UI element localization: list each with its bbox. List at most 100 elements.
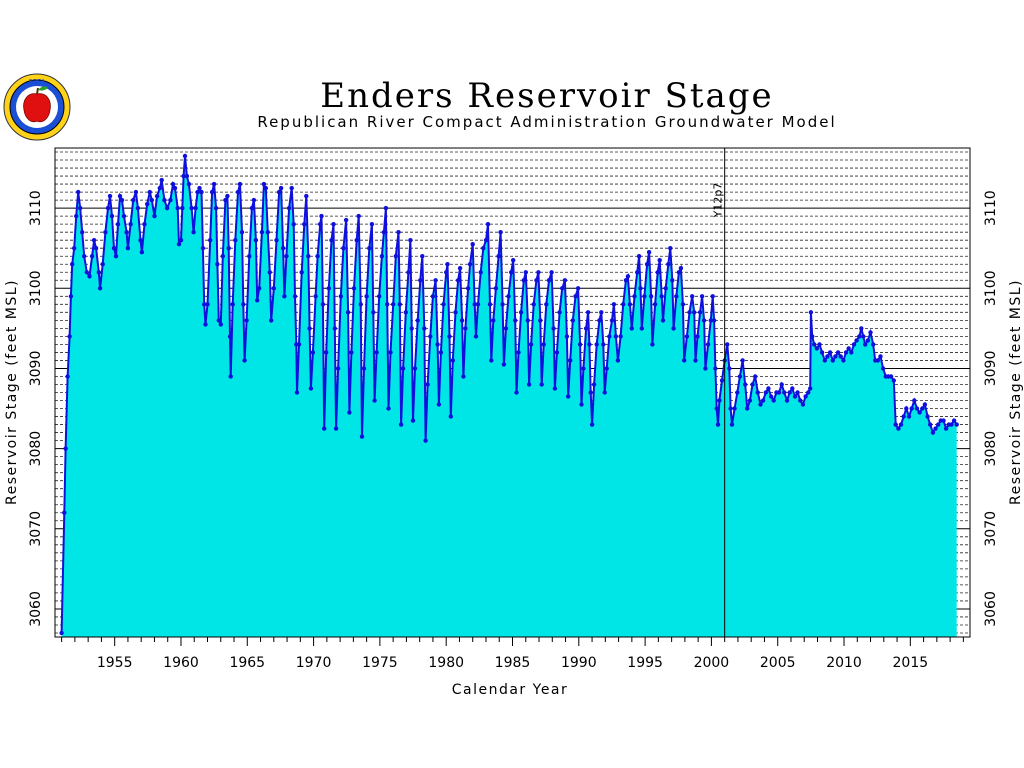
data-point [124,230,129,235]
data-point [227,334,233,339]
data-point [304,193,309,199]
data-point [798,398,803,403]
data-point [289,185,294,191]
data-point [687,310,692,315]
data-point [784,398,790,403]
data-point [859,326,864,331]
data-point [717,398,722,403]
x-axis-label: Calendar Year [452,682,569,698]
x-tick-label: 2015 [893,655,929,671]
data-point [213,205,219,211]
data-point [817,342,822,347]
data-point [623,278,629,283]
data-point [467,262,473,267]
data-point [928,422,933,427]
data-point [648,294,654,299]
data-point [396,230,401,235]
data-point [233,238,238,243]
data-point [585,310,591,315]
data-point [650,342,655,347]
data-point [646,250,652,255]
data-point [139,250,145,255]
data-point [727,366,732,371]
data-point [358,302,363,307]
data-point [743,382,748,387]
data-point [115,222,121,227]
data-point [329,238,334,243]
data-point [917,410,922,415]
data-point [433,278,438,283]
data-point [506,294,511,299]
data-point [423,438,428,443]
data-point [278,185,284,191]
data-point [841,358,846,363]
data-point [478,270,483,275]
data-point [671,326,676,331]
data-point [263,185,268,191]
data-point [812,342,817,347]
data-point [292,294,298,299]
data-point [546,278,552,283]
data-point [103,230,108,235]
data-point [455,278,461,283]
data-point [121,213,127,219]
data-point [695,334,700,339]
data-point [878,354,883,359]
data-point [904,406,909,411]
data-point [644,262,650,267]
data-point [557,310,562,315]
data-point [208,238,213,243]
y-tick-label-right: 3090 [983,351,999,387]
data-point [552,386,558,391]
data-point [251,197,257,203]
data-point [711,318,717,323]
data-point [732,406,737,411]
data-point [349,350,354,355]
data-point [830,358,835,363]
chart-title: Enders Reservoir Stage [320,76,774,116]
data-point [868,330,873,335]
data-point [145,201,150,207]
data-point [875,358,880,363]
data-point [91,238,97,243]
data-point [710,294,715,299]
data-point [310,350,316,355]
data-point [438,350,444,355]
data-point [536,270,541,275]
data-point [374,350,379,355]
data-point [750,382,755,387]
data-point [84,270,90,275]
stage-area-fill [61,156,957,637]
x-tick-label: 1955 [97,655,133,671]
data-point [381,230,387,235]
data-point [450,358,455,363]
data-point [846,346,851,351]
data-point [639,326,644,331]
data-point [228,374,233,379]
logo-text: RRCA [29,79,46,86]
data-point [599,310,604,315]
data-point [182,153,188,159]
data-point [857,334,862,339]
data-point [307,326,312,331]
data-point [579,402,584,407]
data-point [787,390,792,395]
data-point [498,230,503,235]
data-point [343,217,349,223]
data-point [324,350,329,355]
data-point [588,390,593,395]
data-point [714,406,719,411]
data-point [638,286,643,291]
data-point [154,193,160,199]
data-point [313,294,318,299]
data-point [354,238,359,243]
data-point [880,366,886,371]
y-axis-label-left: Reservoir Stage (feet MSL) [4,279,20,505]
data-point [178,238,184,243]
data-point [202,302,207,307]
data-point [59,630,64,636]
data-point [265,230,270,235]
data-point [566,394,571,399]
axis-ticks: 1955 1960 1965 1970 1975 1980 1985 1990 1995 2000… [28,190,999,671]
